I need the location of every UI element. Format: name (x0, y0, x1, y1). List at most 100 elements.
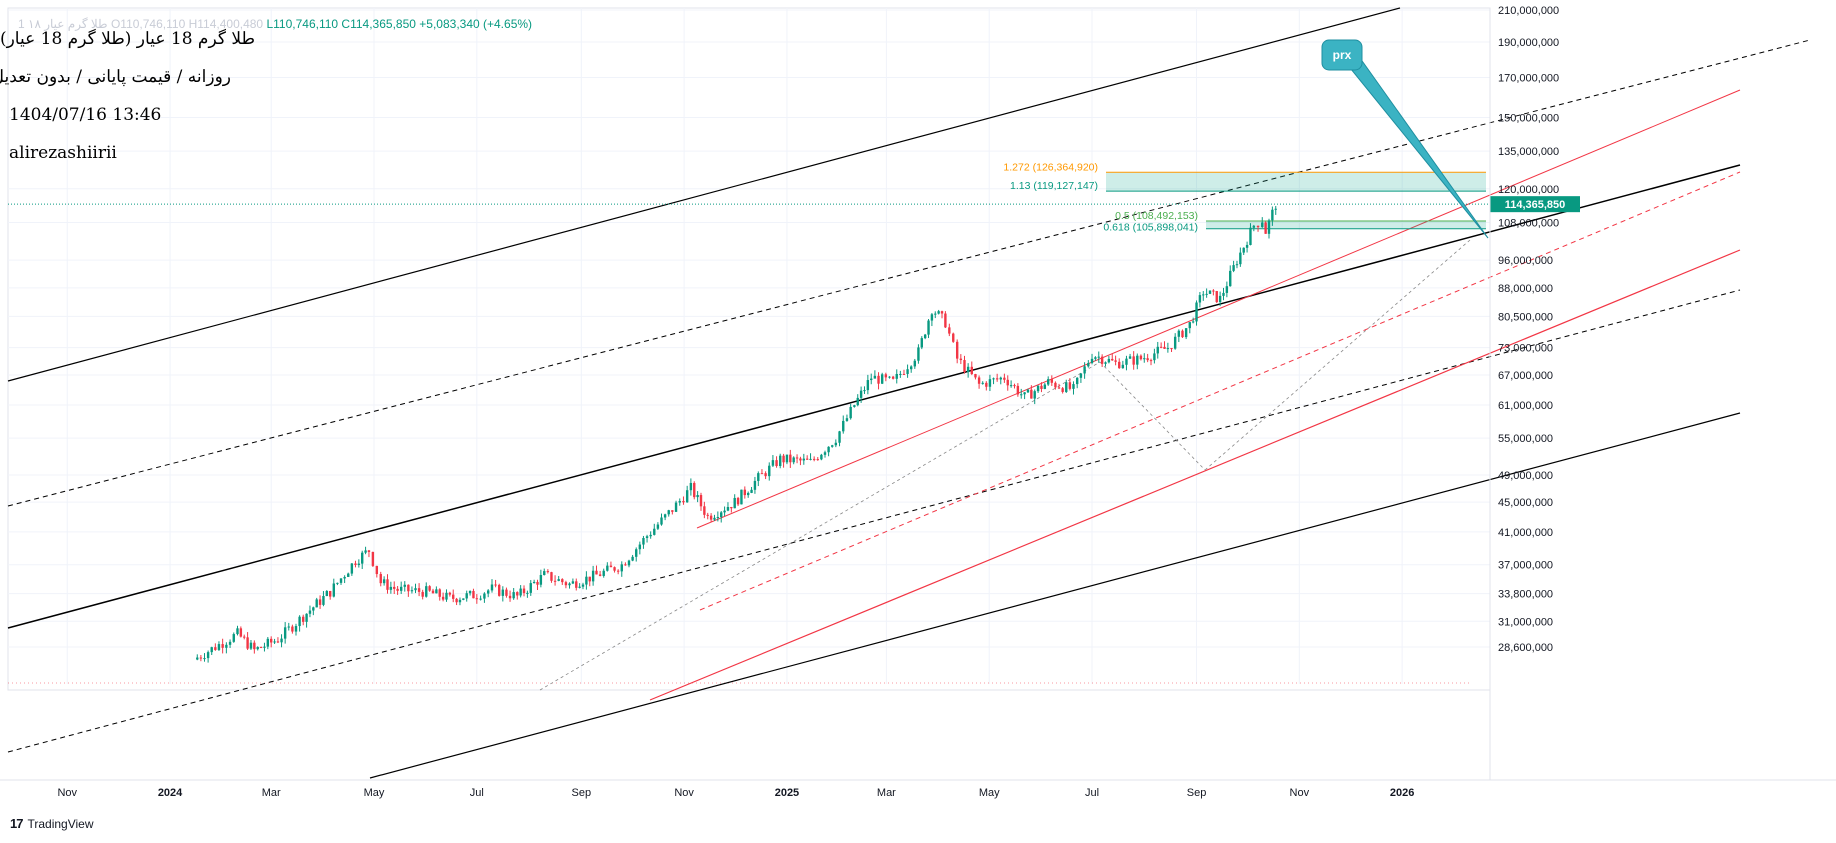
candle-up (322, 596, 325, 605)
candle-down (944, 313, 947, 328)
candle-up (785, 454, 789, 463)
candle-up (1121, 364, 1125, 369)
chart-title: طلا گرم 18 عیار (طلا گرم 18 عیار) (0, 29, 255, 49)
candle-down (1170, 348, 1173, 350)
candle-down (613, 567, 616, 571)
candle-up (696, 495, 699, 498)
y-tick-label: 37,000,000 (1498, 560, 1553, 572)
candle-up (1261, 222, 1264, 228)
candle-up (771, 460, 775, 466)
candle-up (920, 338, 923, 348)
callout-label: prx (1333, 48, 1352, 62)
candle-up (585, 576, 588, 585)
candle-up (689, 482, 693, 491)
candle-up (674, 502, 678, 512)
candle-down (221, 644, 224, 648)
candle-up (519, 588, 522, 596)
candle-down (564, 582, 568, 586)
candle-up (435, 589, 438, 594)
candle-down (1054, 382, 1057, 388)
candle-down (902, 373, 906, 375)
x-tick-label: May (364, 787, 385, 799)
candle-down (795, 457, 799, 459)
candle-down (764, 473, 767, 477)
candle-up (1235, 264, 1239, 266)
y-tick-label: 61,000,000 (1498, 400, 1553, 412)
candle-up (1023, 392, 1026, 395)
candle-up (1198, 295, 1202, 303)
candle-down (816, 459, 819, 461)
candle-down (1030, 389, 1033, 399)
chart-header: طلا گرم 18 عیار (طلا گرم 18 عیار) روزانه… (0, 26, 255, 178)
candle-down (214, 647, 217, 650)
candle-up (981, 382, 984, 384)
candle-up (713, 517, 716, 520)
y-tick-label: 80,500,000 (1498, 311, 1553, 323)
candle-up (1075, 377, 1079, 385)
candle-up (357, 563, 361, 565)
candle-up (399, 586, 403, 591)
candle-down (955, 341, 959, 359)
candle-down (516, 592, 519, 596)
candle-down (1114, 360, 1117, 362)
candle-up (1222, 292, 1225, 296)
candle-down (522, 588, 526, 594)
candle-down (959, 358, 963, 361)
candle-down (452, 594, 455, 599)
candle-down (1006, 379, 1009, 386)
candle-down (1013, 385, 1016, 387)
candle-down (588, 576, 591, 582)
candle-up (909, 366, 913, 370)
candle-up (1043, 384, 1047, 389)
candle-up (312, 607, 315, 611)
y-tick-label: 170,000,000 (1498, 73, 1559, 85)
candle-up (873, 375, 877, 379)
candle-up (1239, 252, 1242, 265)
candle-down (1100, 356, 1104, 364)
x-tick-label: Mar (262, 787, 281, 799)
candle-up (726, 507, 730, 511)
candle-up (410, 590, 414, 592)
candle-up (627, 560, 631, 566)
chart-datetime: 1404/07/16 13:46 (9, 105, 162, 125)
candle-up (999, 377, 1002, 380)
candle-up (1090, 358, 1094, 364)
candle-down (367, 550, 371, 552)
candle-down (1057, 387, 1061, 389)
candle-up (899, 373, 902, 375)
candle-up (249, 642, 253, 649)
candle-up (1195, 302, 1198, 322)
candle-up (1218, 295, 1222, 303)
candle-up (913, 360, 917, 367)
y-tick-label: 73,000,000 (1498, 343, 1553, 355)
candle-down (1159, 346, 1163, 348)
fib-zone-lower (1206, 221, 1486, 229)
candle-up (834, 442, 838, 446)
candle-down (995, 378, 999, 380)
candle-up (591, 570, 595, 582)
candle-up (757, 473, 760, 481)
prx-callout[interactable]: prx (1321, 39, 1489, 239)
candle-down (609, 565, 613, 568)
candle-down (891, 376, 895, 379)
candle-down (624, 564, 627, 566)
y-tick-label: 210,000,000 (1498, 5, 1559, 17)
candle-up (966, 366, 970, 373)
y-tick-label: 96,000,000 (1498, 255, 1553, 267)
candle-up (350, 563, 354, 574)
chart-author: alirezashiirii (9, 143, 117, 163)
candle-down (438, 589, 441, 597)
candle-up (923, 334, 927, 339)
candle-up (305, 613, 308, 622)
tradingview-watermark[interactable]: 17 TradingView (10, 816, 94, 831)
candle-down (775, 460, 778, 467)
candle-up (809, 458, 812, 460)
candle-up (733, 497, 736, 509)
candle-up (1065, 382, 1068, 392)
candle-up (361, 552, 364, 564)
candle-up (685, 490, 689, 503)
candle-up (280, 638, 283, 643)
candle-up (660, 517, 663, 525)
candle-down (536, 581, 539, 585)
